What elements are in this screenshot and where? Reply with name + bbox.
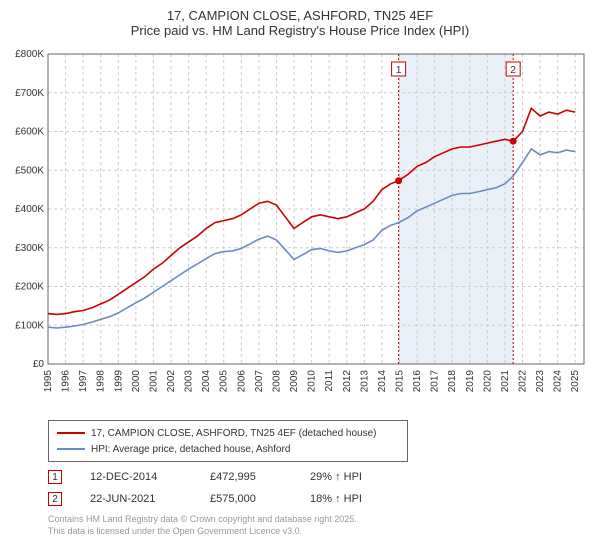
x-tick-label: 2002 xyxy=(166,370,177,393)
x-tick-label: 2014 xyxy=(377,370,388,393)
x-tick-label: 1999 xyxy=(113,370,124,393)
chart: £0 £100K £200K £300K £400K £500K £600K £700K £80… xyxy=(12,44,588,414)
footer: Contains HM Land Registry data © Crown c… xyxy=(48,514,588,537)
y-tick-label: £100K xyxy=(15,320,44,331)
x-tick-label: 1997 xyxy=(78,370,89,393)
footer-line1: Contains HM Land Registry data © Crown c… xyxy=(48,514,588,526)
x-tick-label: 2001 xyxy=(148,370,159,393)
legend-row: HPI: Average price, detached house, Ashf… xyxy=(57,441,399,457)
x-tick-label: 2015 xyxy=(394,370,405,393)
title-block: 17, CAMPION CLOSE, ASHFORD, TN25 4EF Pri… xyxy=(12,8,588,38)
marker-row-price: £472,995 xyxy=(210,471,310,483)
y-tick-label: £200K xyxy=(15,282,44,293)
x-tick-label: 2007 xyxy=(254,370,265,393)
x-tick-label: 2023 xyxy=(535,370,546,393)
marker-row-delta: 18% ↑ HPI xyxy=(310,493,410,505)
marker-row: 1 12-DEC-2014£472,99529% ↑ HPI xyxy=(48,466,588,488)
x-tick-label: 2009 xyxy=(289,370,300,393)
x-tick-label: 2000 xyxy=(131,370,142,393)
title-main: 17, CAMPION CLOSE, ASHFORD, TN25 4EF xyxy=(12,8,588,23)
x-tick-label: 2022 xyxy=(517,370,528,393)
marker-row: 2 22-JUN-2021£575,00018% ↑ HPI xyxy=(48,488,588,510)
x-tick-label: 2020 xyxy=(482,370,493,393)
x-tick-label: 2019 xyxy=(465,370,476,393)
x-tick-label: 2010 xyxy=(307,370,318,393)
y-tick-label: £700K xyxy=(15,88,44,99)
y-tick-label: £500K xyxy=(15,165,44,176)
x-tick-label: 2021 xyxy=(500,370,511,393)
y-tick-label: £400K xyxy=(15,204,44,215)
x-tick-label: 2005 xyxy=(219,370,230,393)
legend-label: HPI: Average price, detached house, Ashf… xyxy=(91,444,290,455)
chart-svg: £0 £100K £200K £300K £400K £500K £600K £700K £80… xyxy=(12,44,588,414)
legend-swatch xyxy=(57,432,85,434)
x-tick-label: 1996 xyxy=(61,370,72,393)
chart-container: 17, CAMPION CLOSE, ASHFORD, TN25 4EF Pri… xyxy=(0,0,600,543)
legend-swatch xyxy=(57,448,85,450)
x-tick-label: 2003 xyxy=(184,370,195,393)
marker-row-date: 12-DEC-2014 xyxy=(90,471,210,483)
x-tick-label: 2017 xyxy=(430,370,441,393)
y-tick-label: £800K xyxy=(15,49,44,60)
x-tick-label: 1995 xyxy=(43,370,54,393)
y-tick-label: £300K xyxy=(15,243,44,254)
marker-row-date: 22-JUN-2021 xyxy=(90,493,210,505)
marker-row-box: 1 xyxy=(48,470,62,484)
x-tick-label: 2008 xyxy=(271,370,282,393)
marker-number: 1 xyxy=(396,65,402,76)
x-tick-label: 2024 xyxy=(553,370,564,393)
marker-row-box: 2 xyxy=(48,492,62,506)
footer-line2: This data is licensed under the Open Gov… xyxy=(48,526,588,538)
x-tick-label: 2004 xyxy=(201,370,212,393)
x-tick-label: 2011 xyxy=(324,370,335,392)
legend-label: 17, CAMPION CLOSE, ASHFORD, TN25 4EF (de… xyxy=(91,428,376,439)
marker-number: 2 xyxy=(510,65,516,76)
y-tick-label: £600K xyxy=(15,127,44,138)
marker-table: 1 12-DEC-2014£472,99529% ↑ HPI 2 22-JUN-202… xyxy=(48,466,588,510)
x-tick-label: 2006 xyxy=(236,370,247,393)
x-tick-label: 2016 xyxy=(412,370,423,393)
x-tick-label: 2025 xyxy=(570,370,581,393)
x-tick-label: 2012 xyxy=(342,370,353,393)
marker-dot xyxy=(510,138,517,145)
legend-row: 17, CAMPION CLOSE, ASHFORD, TN25 4EF (de… xyxy=(57,425,399,441)
marker-row-price: £575,000 xyxy=(210,493,310,505)
title-sub: Price paid vs. HM Land Registry's House … xyxy=(12,23,588,38)
x-tick-label: 1998 xyxy=(96,370,107,393)
x-tick-label: 2013 xyxy=(359,370,370,393)
marker-dot xyxy=(395,177,402,184)
legend: 17, CAMPION CLOSE, ASHFORD, TN25 4EF (de… xyxy=(48,420,408,462)
x-tick-label: 2018 xyxy=(447,370,458,393)
marker-row-delta: 29% ↑ HPI xyxy=(310,471,410,483)
y-tick-label: £0 xyxy=(33,359,45,370)
